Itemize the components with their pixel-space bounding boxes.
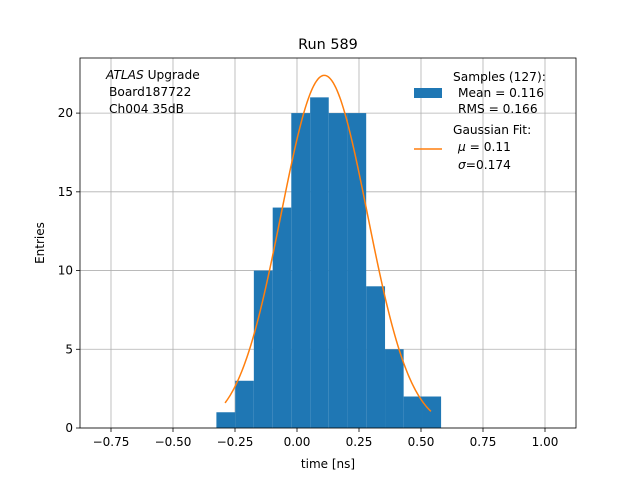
legend: Samples (127): Mean = 0.116 RMS = 0.166 … <box>414 70 546 172</box>
atlas-annotation: ATLAS Upgrade Board187722 Ch004 35dB <box>105 68 200 116</box>
histogram-bars <box>216 97 442 429</box>
y-tick-label: 0 <box>65 421 73 435</box>
legend-fit-sigma-value: =0.174 <box>466 158 511 172</box>
histogram-bar <box>385 349 404 428</box>
x-tick-label: −0.25 <box>217 435 254 449</box>
annotation-channel: Ch004 35dB <box>109 102 184 116</box>
legend-samples-rms: RMS = 0.166 <box>458 102 538 116</box>
x-tick-label: 0.25 <box>346 435 373 449</box>
legend-fit-sigma-symbol: σ <box>458 158 467 172</box>
svg-text:σ=0.174: σ=0.174 <box>458 158 511 172</box>
y-tick-label: 20 <box>58 106 73 120</box>
x-tick-label: 0.50 <box>408 435 435 449</box>
legend-fit-title: Gaussian Fit: <box>453 123 531 137</box>
x-axis-label: time [ns] <box>301 457 355 471</box>
histogram-bar <box>403 396 423 428</box>
x-tick-label: −0.75 <box>93 435 130 449</box>
histogram-bar <box>328 113 348 428</box>
x-axis-ticks: −0.75 −0.50 −0.25 0.00 0.25 0.50 0.75 1.00 <box>93 428 559 449</box>
histogram-bar <box>216 412 236 428</box>
annotation-upgrade: Upgrade <box>144 68 200 82</box>
histogram-bar <box>253 270 273 428</box>
legend-samples-swatch <box>414 88 442 98</box>
histogram-bar <box>235 380 254 428</box>
histogram-bar <box>310 97 329 429</box>
x-tick-label: 0.00 <box>284 435 311 449</box>
x-tick-label: −0.50 <box>155 435 192 449</box>
x-tick-label: 0.75 <box>470 435 497 449</box>
svg-text:ATLAS Upgrade: ATLAS Upgrade <box>105 68 200 82</box>
annotation-atlas: ATLAS <box>105 68 144 82</box>
legend-samples-mean: Mean = 0.116 <box>458 86 544 100</box>
svg-text:μ = 0.11: μ = 0.11 <box>457 140 511 154</box>
x-tick-label: 1.00 <box>532 435 559 449</box>
y-tick-label: 15 <box>58 185 73 199</box>
chart-title: Run 589 <box>298 37 358 53</box>
histogram-bar <box>347 113 367 428</box>
histogram-bar <box>366 286 386 428</box>
legend-fit-mu-symbol: μ <box>457 140 466 154</box>
annotation-board: Board187722 <box>109 85 191 99</box>
gaussian-fit-curve <box>224 74 432 412</box>
histogram-bar <box>272 207 292 428</box>
y-axis-ticks: 0 5 10 15 20 <box>58 106 80 435</box>
y-tick-label: 5 <box>65 342 73 356</box>
legend-samples-title: Samples (127): <box>453 70 546 84</box>
histogram-bar <box>291 113 311 428</box>
y-tick-label: 10 <box>58 264 73 278</box>
legend-fit-mu-value: = 0.11 <box>466 140 511 154</box>
plot-frame <box>79 57 577 429</box>
histogram-bar <box>422 396 442 428</box>
y-axis-label: Entries <box>33 222 47 264</box>
